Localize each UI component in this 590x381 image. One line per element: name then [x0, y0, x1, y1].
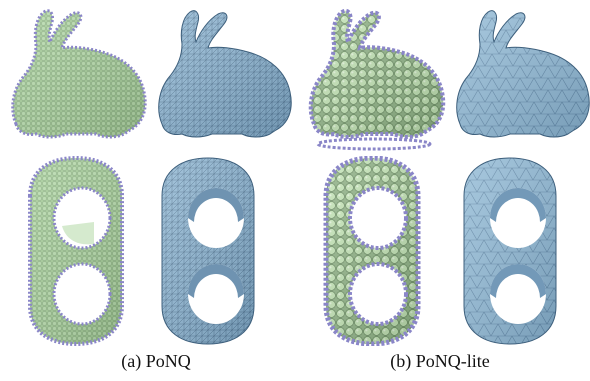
ponq-ring-points [22, 156, 134, 346]
ponq-ring-mesh [154, 156, 266, 346]
ponq-lite-bunny-points [304, 6, 446, 152]
caption-a: (a) PoNQ [121, 351, 191, 371]
ponq-lite-ring-points [318, 156, 430, 346]
ponq-bunny-points [6, 6, 148, 142]
ponq-lite-bunny-mesh [450, 6, 590, 142]
caption-b: (b) PoNQ-lite [390, 351, 490, 371]
ponq-lite-ring-mesh [456, 156, 568, 346]
ponq-bunny-mesh [152, 6, 294, 142]
